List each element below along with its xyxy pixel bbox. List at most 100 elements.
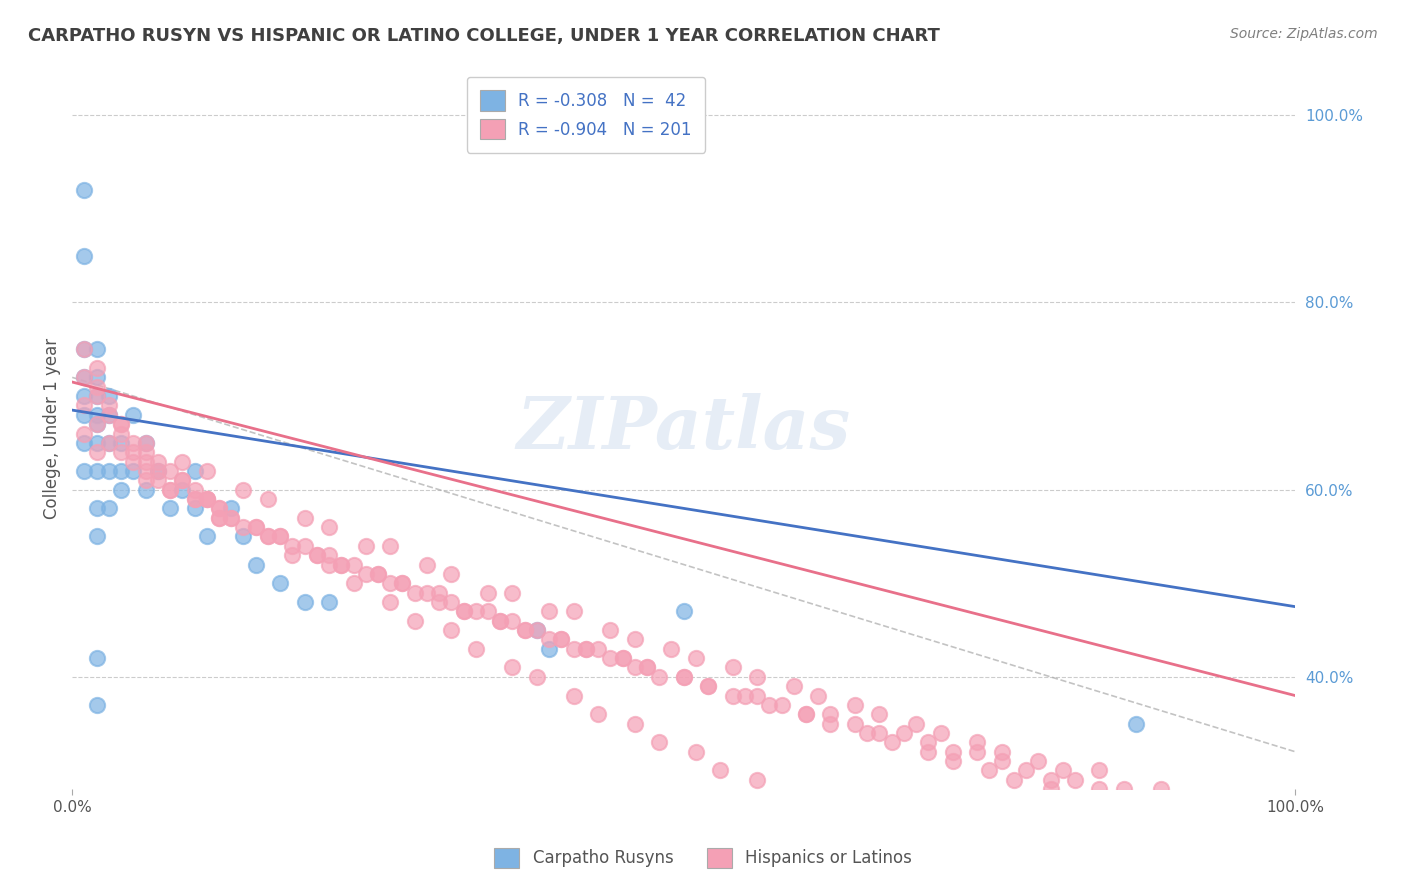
Point (783, 679, 806, 693)
Point (342, 576, 364, 591)
Point (416, 558, 439, 572)
Point (1052, 764, 1074, 778)
Point (73, 399, 96, 413)
Point (464, 604, 486, 618)
Point (305, 548, 328, 562)
Point (86, 408, 108, 422)
Point (195, 491, 218, 506)
Point (330, 558, 353, 572)
Point (599, 623, 621, 637)
Point (586, 707, 609, 722)
Point (232, 529, 254, 543)
Point (219, 510, 242, 524)
Point (281, 548, 304, 562)
Point (1223, 838, 1246, 853)
Point (893, 838, 915, 853)
Point (135, 464, 157, 478)
Point (844, 716, 866, 731)
Point (172, 473, 194, 487)
Point (648, 735, 671, 749)
Point (623, 632, 645, 647)
Point (953, 866, 976, 880)
Point (453, 604, 475, 618)
Point (1234, 838, 1257, 853)
Point (1247, 847, 1270, 862)
Point (1028, 754, 1050, 768)
Point (195, 491, 218, 506)
Point (219, 501, 242, 516)
Point (1101, 801, 1123, 815)
Point (86, 501, 108, 516)
Point (831, 820, 853, 834)
Point (219, 510, 242, 524)
Point (146, 464, 169, 478)
Point (86, 464, 108, 478)
Point (453, 604, 475, 618)
Point (97, 435, 120, 450)
Point (159, 483, 181, 497)
Point (868, 707, 890, 722)
Point (380, 595, 402, 609)
Point (685, 651, 707, 665)
Point (807, 801, 830, 815)
Point (135, 473, 157, 487)
Point (440, 595, 463, 609)
Point (538, 604, 561, 618)
Point (380, 539, 402, 553)
Point (1284, 857, 1306, 871)
Point (391, 576, 413, 591)
Point (183, 501, 205, 516)
Point (929, 726, 952, 740)
Point (1187, 829, 1209, 843)
Point (86, 698, 108, 712)
Point (526, 623, 548, 637)
Point (281, 539, 304, 553)
Point (257, 529, 280, 543)
Point (122, 445, 145, 459)
Point (1039, 772, 1062, 787)
Point (745, 689, 768, 703)
Point (97, 435, 120, 450)
Point (586, 641, 609, 656)
Point (195, 491, 218, 506)
Point (636, 660, 658, 674)
Point (1161, 810, 1184, 824)
Point (257, 491, 280, 506)
Point (208, 501, 231, 516)
Legend: R = -0.308   N =  42, R = -0.904   N = 201: R = -0.308 N = 42, R = -0.904 N = 201 (467, 77, 706, 153)
Point (257, 529, 280, 543)
Point (1234, 820, 1257, 834)
Point (232, 483, 254, 497)
Point (86, 380, 108, 394)
Point (758, 698, 780, 712)
Point (856, 726, 879, 740)
Point (672, 604, 695, 618)
Point (135, 483, 157, 497)
Point (404, 614, 426, 628)
Point (501, 614, 523, 628)
Point (942, 745, 965, 759)
Y-axis label: College, Under 1 year: College, Under 1 year (44, 338, 60, 519)
Point (110, 417, 132, 432)
Point (917, 735, 939, 749)
Point (917, 745, 939, 759)
Point (440, 623, 463, 637)
Point (1211, 801, 1233, 815)
Point (86, 389, 108, 403)
Point (208, 510, 231, 524)
Point (1088, 764, 1111, 778)
Point (1125, 810, 1147, 824)
Point (697, 679, 720, 693)
Point (122, 464, 145, 478)
Point (966, 735, 988, 749)
Point (1161, 820, 1184, 834)
Point (354, 539, 377, 553)
Point (550, 632, 572, 647)
Point (562, 641, 585, 656)
Point (342, 558, 364, 572)
Point (880, 735, 903, 749)
Point (159, 483, 181, 497)
Point (73, 426, 96, 441)
Point (110, 464, 132, 478)
Point (183, 491, 205, 506)
